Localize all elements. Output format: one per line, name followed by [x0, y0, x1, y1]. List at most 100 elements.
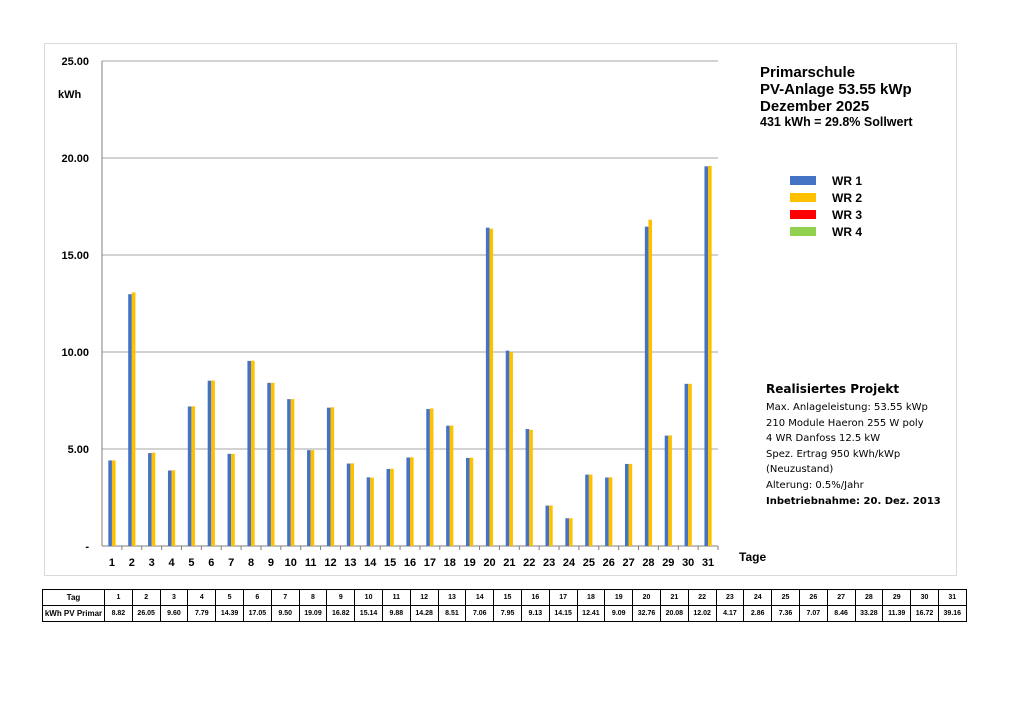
bar-wr-2 [290, 399, 295, 546]
bar-wr-2 [370, 477, 374, 546]
bar-wr-2 [350, 463, 354, 546]
x-tick-label: 29 [662, 557, 674, 569]
table-cell-kwh: 20.08 [659, 605, 689, 622]
y-tick-label: 25.00 [61, 56, 89, 68]
y-tick-label: - [85, 541, 89, 553]
x-tick-label: 17 [424, 557, 436, 569]
table-cell-day: 24 [743, 589, 773, 606]
bar-wr-2 [628, 463, 633, 546]
chart-legend: WR 1 WR 2 WR 3 WR 4 [790, 172, 862, 240]
x-tick-label: 7 [228, 557, 234, 569]
bar-wr-1 [227, 453, 232, 546]
table-row-label: Tag [42, 589, 105, 606]
bar-wr-2 [111, 460, 116, 546]
table-cell-day: 16 [520, 589, 550, 606]
bar-wr-2 [668, 435, 672, 546]
table-cell-kwh: 12.02 [687, 605, 717, 622]
table-cell-day: 1 [104, 589, 133, 606]
table-cell-kwh: 33.28 [854, 605, 884, 622]
x-tick-label: 1 [109, 557, 115, 569]
legend-item: WR 3 [790, 206, 862, 223]
x-tick-label: 5 [188, 557, 194, 569]
table-cell-day: 6 [242, 589, 272, 606]
table-cell-day: 22 [687, 589, 717, 606]
table-cell-day: 8 [298, 589, 328, 606]
x-tick-label: 22 [523, 557, 535, 569]
project-line: Spez. Ertrag 950 kWh/kWp [766, 448, 901, 460]
x-tick-label: 4 [168, 557, 175, 569]
bar-wr-1 [187, 406, 192, 546]
y-tick-label: 20.00 [61, 153, 89, 165]
project-line: 4 WR Danfoss 12.5 kW [766, 433, 881, 445]
table-cell-kwh: 14.28 [409, 605, 439, 622]
table-cell-kwh: 12.41 [576, 605, 606, 622]
table-row-days: Tag 1 2 3 4 5 6 7 8 9 10 11 12 13 14 15 16 17 18 19 20 21 22 2… [42, 589, 967, 606]
y-axis-label: kWh [58, 89, 82, 101]
table-cell-kwh: 17.05 [242, 605, 272, 622]
project-heading: Realisiertes Projekt [766, 382, 900, 396]
bar-wr-1 [426, 409, 430, 546]
table-cell-kwh: 32.76 [632, 605, 661, 622]
bar-wr-1 [585, 474, 589, 546]
table-cell-day: 27 [826, 589, 856, 606]
bar-wr-2 [231, 453, 235, 546]
table-cell-kwh: 7.06 [465, 605, 495, 622]
table-row-kwh: kWh PV Primar 8.82 26.05 9.60 7.79 14.39 17.0… [42, 605, 967, 622]
legend-label: WR 4 [832, 224, 862, 239]
table-cell-kwh: 9.60 [159, 605, 189, 622]
chart-title-block: Primarschule PV-Anlage 53.55 kWp Dezembe… [760, 64, 913, 130]
table-cell-kwh: 8.82 [104, 605, 133, 622]
bar-wr-1 [386, 468, 391, 546]
table-cell-day: 9 [326, 589, 356, 606]
x-tick-label: 15 [384, 557, 396, 569]
table-cell-day: 15 [493, 589, 522, 606]
bar-wr-1 [485, 227, 490, 546]
table-cell-day: 20 [632, 589, 661, 606]
table-cell-day: 14 [465, 589, 495, 606]
bar-wr-2 [151, 452, 156, 546]
table-cell-kwh: 8.46 [826, 605, 856, 622]
chart-title-line-1: Primarschule [760, 64, 856, 81]
x-tick-label: 9 [268, 557, 274, 569]
daily-yield-table: Tag 1 2 3 4 5 6 7 8 9 10 11 12 13 14 15 16 17 18 19 20 21 22 2… [42, 589, 967, 622]
bar-wr-1 [247, 360, 252, 546]
x-tick-label: 31 [702, 557, 714, 569]
bar-wr-2 [251, 360, 255, 546]
table-cell-day: 10 [354, 589, 383, 606]
table-cell-kwh: 2.86 [743, 605, 773, 622]
table-cell-day: 7 [270, 589, 300, 606]
table-cell-kwh: 9.13 [520, 605, 550, 622]
x-tick-label: 19 [463, 557, 475, 569]
bar-wr-1 [307, 450, 311, 546]
bar-wr-2 [648, 219, 653, 546]
table-cell-kwh: 11.39 [882, 605, 912, 622]
bar-wr-2 [489, 228, 494, 546]
x-tick-label: 21 [503, 557, 515, 569]
bar-wr-1 [167, 470, 172, 546]
table-cell-day: 30 [910, 589, 939, 606]
x-axis-label: Tage [739, 550, 767, 564]
table-cell-day: 2 [131, 589, 161, 606]
x-tick-label: 20 [483, 557, 495, 569]
y-tick-label: 5.00 [68, 444, 89, 456]
bar-wr-2 [429, 408, 434, 546]
table-cell-kwh: 14.39 [215, 605, 244, 622]
x-tick-label: 8 [248, 557, 254, 569]
bar-wr-1 [326, 407, 331, 546]
project-line: (Neuzustand) [766, 464, 834, 476]
bar-wr-2 [131, 292, 136, 546]
bar-wr-1 [466, 457, 470, 546]
bar-wr-2 [469, 457, 474, 546]
table-cell-day: 5 [215, 589, 244, 606]
table-cell-day: 21 [659, 589, 689, 606]
table-cell-kwh: 8.51 [437, 605, 467, 622]
bar-wr-1 [287, 399, 291, 546]
bar-wr-1 [505, 350, 510, 546]
bar-wr-2 [330, 407, 335, 546]
x-tick-label: 23 [543, 557, 555, 569]
x-tick-label: 14 [364, 557, 377, 569]
table-cell-kwh: 19.09 [298, 605, 328, 622]
chart-title-line-3: Dezember 2025 [760, 98, 870, 115]
table-cell-day: 12 [409, 589, 439, 606]
